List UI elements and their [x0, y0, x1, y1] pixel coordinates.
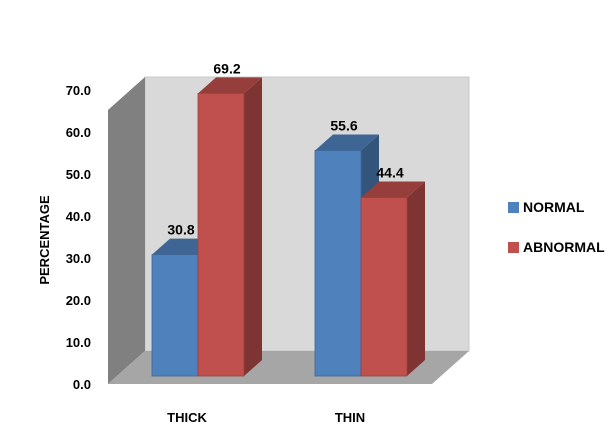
y-tick-label: 40.0 [66, 209, 91, 224]
y-tick-label: 0.0 [73, 377, 91, 392]
x-tick-label: THICK [167, 410, 207, 425]
x-tick-label: THIN [335, 410, 365, 425]
y-tick-label: 20.0 [66, 293, 91, 308]
bar-abnormal-thin [360, 181, 425, 377]
y-tick-label: 50.0 [66, 167, 91, 182]
bar-abnormal-thick [197, 77, 262, 377]
y-tick-label: 60.0 [66, 125, 91, 140]
legend-label: ABNORMAL [523, 239, 605, 255]
data-labels: 30.8 69.2 55.6 44.4 [167, 60, 403, 237]
data-label: 69.2 [213, 60, 240, 76]
y-axis-ticks: 0.0 10.0 20.0 30.0 40.0 50.0 60.0 70.0 [66, 83, 91, 392]
legend: NORMAL ABNORMAL [508, 199, 605, 255]
legend-label: NORMAL [523, 199, 585, 215]
x-axis-ticks: THICK THIN [167, 410, 365, 425]
data-label: 44.4 [376, 165, 403, 181]
y-axis-label: PERCENTAGE [37, 195, 52, 285]
y-tick-label: 30.0 [66, 251, 91, 266]
data-label: 30.8 [167, 222, 194, 238]
y-tick-label: 10.0 [66, 335, 91, 350]
legend-swatch [508, 242, 519, 253]
data-label: 55.6 [330, 117, 357, 133]
legend-item-abnormal: ABNORMAL [508, 239, 605, 255]
legend-item-normal: NORMAL [508, 199, 585, 215]
legend-swatch [508, 202, 519, 213]
y-tick-label: 70.0 [66, 83, 91, 98]
bars [151, 77, 425, 377]
side-wall [108, 77, 145, 384]
